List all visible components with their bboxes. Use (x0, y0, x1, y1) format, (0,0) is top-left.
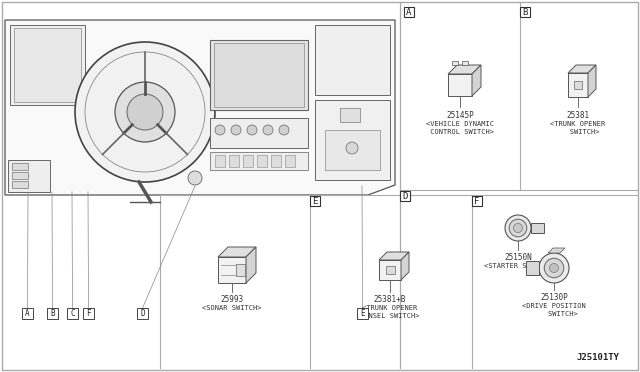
Polygon shape (448, 65, 481, 74)
Bar (357, 308, 368, 319)
Bar (12, 181, 28, 188)
Bar (14, 28, 81, 102)
Polygon shape (526, 261, 539, 275)
Circle shape (346, 142, 358, 154)
Text: <SONAR SWITCH>: <SONAR SWITCH> (202, 305, 262, 311)
Bar (214, 43, 304, 107)
Text: D: D (403, 192, 408, 201)
Bar (137, 308, 148, 319)
Text: 25381: 25381 (566, 111, 589, 120)
Bar (236, 264, 245, 276)
Polygon shape (218, 247, 256, 257)
Text: C: C (70, 309, 75, 318)
Text: D: D (140, 309, 145, 318)
Text: E: E (360, 309, 365, 318)
Text: F: F (86, 309, 91, 318)
Circle shape (247, 125, 257, 135)
Bar (83, 308, 94, 319)
Text: A: A (25, 309, 30, 318)
Bar (243, 155, 253, 167)
Text: <DRIVE POSITION
    SWITCH>: <DRIVE POSITION SWITCH> (522, 303, 586, 317)
Text: F: F (474, 196, 480, 205)
Circle shape (509, 219, 527, 237)
Circle shape (75, 42, 215, 182)
Bar (47, 308, 58, 319)
Text: 25150N: 25150N (504, 253, 532, 262)
Bar (462, 61, 468, 65)
Circle shape (539, 253, 569, 283)
Polygon shape (246, 247, 256, 283)
Bar (22, 308, 33, 319)
Circle shape (263, 125, 273, 135)
Bar (257, 155, 267, 167)
Bar (285, 155, 295, 167)
Bar (404, 7, 414, 17)
Text: <STARTER SWITCH>: <STARTER SWITCH> (484, 263, 552, 269)
Bar (520, 7, 530, 17)
Bar (210, 152, 308, 170)
Text: B: B (50, 309, 55, 318)
Bar (340, 108, 360, 122)
Bar (10, 25, 85, 105)
Circle shape (188, 171, 202, 185)
Bar (12, 172, 28, 179)
Bar (379, 260, 401, 280)
Text: J25101TY: J25101TY (577, 353, 620, 362)
Text: <VEHICLE DYNAMIC
 CONTROL SWITCH>: <VEHICLE DYNAMIC CONTROL SWITCH> (426, 121, 494, 135)
Polygon shape (472, 65, 481, 96)
Bar (210, 40, 308, 110)
Circle shape (505, 215, 531, 241)
Bar (472, 196, 482, 206)
Polygon shape (548, 248, 565, 253)
Bar (215, 155, 225, 167)
Bar (400, 191, 410, 201)
Text: 25993: 25993 (220, 295, 244, 304)
Text: <TRUNK OPENER
CANSEL SWITCH>: <TRUNK OPENER CANSEL SWITCH> (360, 305, 420, 319)
Circle shape (115, 82, 175, 142)
Bar (218, 257, 246, 283)
Bar (310, 196, 320, 206)
Bar (8, 160, 50, 192)
Text: E: E (312, 196, 317, 205)
Bar (67, 308, 78, 319)
Bar (12, 163, 28, 170)
Bar (315, 100, 390, 180)
Bar (210, 118, 308, 148)
Circle shape (231, 125, 241, 135)
Text: 25145P: 25145P (446, 111, 474, 120)
Text: A: A (406, 7, 412, 16)
Bar (452, 61, 458, 65)
Polygon shape (568, 65, 596, 73)
Text: B: B (522, 7, 528, 16)
Polygon shape (5, 20, 395, 195)
Bar (315, 25, 390, 95)
Bar (229, 155, 239, 167)
Polygon shape (401, 252, 409, 280)
Circle shape (544, 258, 564, 278)
Circle shape (279, 125, 289, 135)
Text: 25130P: 25130P (540, 293, 568, 302)
Bar (448, 74, 472, 96)
Circle shape (513, 224, 522, 232)
Polygon shape (379, 252, 409, 260)
Bar (325, 130, 380, 170)
Bar (574, 81, 582, 89)
Circle shape (550, 263, 559, 273)
Text: <TRUNK OPENER
   SWITCH>: <TRUNK OPENER SWITCH> (550, 121, 605, 135)
Text: 25381+B: 25381+B (374, 295, 406, 304)
Circle shape (215, 125, 225, 135)
Polygon shape (531, 223, 544, 233)
Bar (271, 155, 281, 167)
Bar (386, 266, 395, 274)
Polygon shape (588, 65, 596, 97)
Circle shape (127, 94, 163, 130)
Bar (568, 73, 588, 97)
